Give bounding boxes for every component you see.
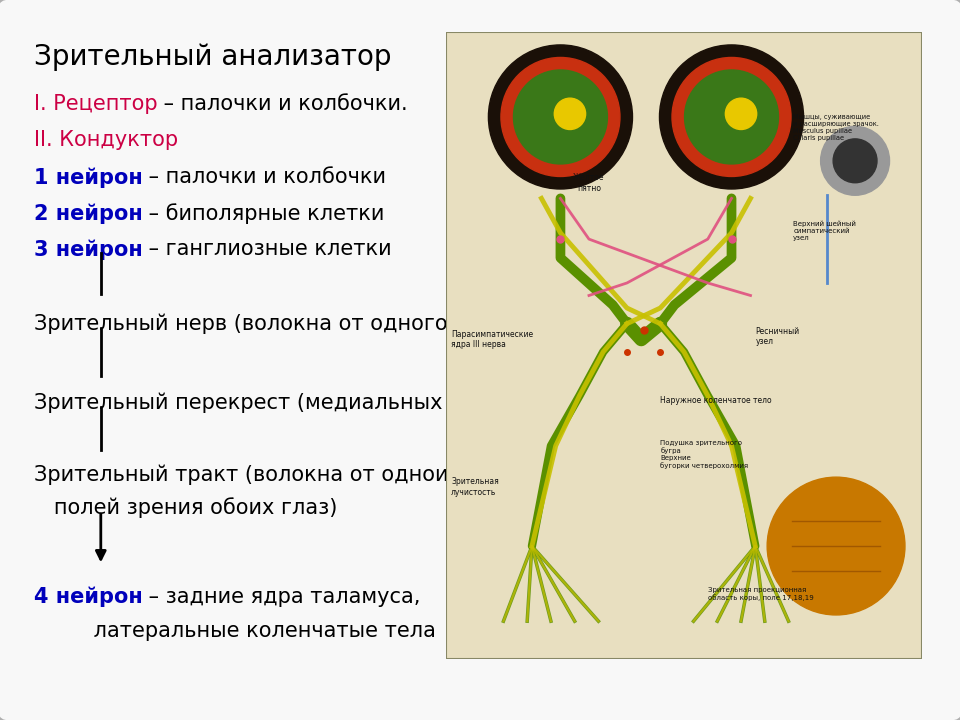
Ellipse shape <box>501 58 620 176</box>
Text: – задние ядра таламуса,: – задние ядра таламуса, <box>142 587 420 607</box>
Ellipse shape <box>726 98 756 130</box>
Text: Зрительная
лучистость: Зрительная лучистость <box>451 477 499 497</box>
Ellipse shape <box>514 70 608 164</box>
Text: 3 нейрон: 3 нейрон <box>34 239 142 259</box>
Text: Зрительный нерв (волокна от одного глаза): Зрительный нерв (волокна от одного глаза… <box>34 313 523 333</box>
Text: Парасимпатические
ядра III нерва: Парасимпатические ядра III нерва <box>451 330 533 349</box>
Ellipse shape <box>821 127 890 195</box>
Text: Наружное коленчатое тело: Наружное коленчатое тело <box>660 396 772 405</box>
Text: латеральные коленчатые тела: латеральные коленчатые тела <box>34 621 436 641</box>
Text: I. Рецептор: I. Рецептор <box>34 94 157 114</box>
Text: – биполярные клетки: – биполярные клетки <box>142 203 385 224</box>
Text: Зрительный тракт (волокна от одноименных половин сетчаток, но от п/п: Зрительный тракт (волокна от одноименных… <box>34 464 850 485</box>
Text: Зрительная проекционная
область коры, поле 17,18,19: Зрительная проекционная область коры, по… <box>708 587 813 600</box>
Text: – палочки и колбочки.: – палочки и колбочки. <box>157 94 408 114</box>
Text: Ресничный
узел: Ресничный узел <box>756 327 800 346</box>
Text: Зрительный перекрест (медиальных волокон): Зрительный перекрест (медиальных волокон… <box>34 392 547 413</box>
Ellipse shape <box>684 70 779 164</box>
Ellipse shape <box>660 45 804 189</box>
Ellipse shape <box>489 45 633 189</box>
Ellipse shape <box>833 139 877 183</box>
Text: Подушка зрительного
бугра
Верхние
бугорки четверохолмия: Подушка зрительного бугра Верхние бугорк… <box>660 439 749 469</box>
Ellipse shape <box>672 58 791 176</box>
Text: Зрительный анализатор: Зрительный анализатор <box>34 43 391 71</box>
Text: полей зрения обоих глаз): полей зрения обоих глаз) <box>34 497 337 518</box>
Ellipse shape <box>767 477 905 615</box>
Text: – ганглиозные клетки: – ганглиозные клетки <box>142 239 392 259</box>
Text: 1 нейрон: 1 нейрон <box>34 167 142 187</box>
Text: Жёлтое
пятно: Жёлтое пятно <box>573 174 605 193</box>
Text: 2 нейрон: 2 нейрон <box>34 203 142 223</box>
Text: – палочки и колбочки: – палочки и колбочки <box>142 167 386 187</box>
Text: II. Кондуктор: II. Кондуктор <box>34 130 178 150</box>
Ellipse shape <box>554 98 586 130</box>
Text: 4 нейрон: 4 нейрон <box>34 587 142 607</box>
Text: Верхний шейный
симпатический
узел: Верхний шейный симпатический узел <box>793 220 856 240</box>
FancyBboxPatch shape <box>446 32 922 659</box>
Text: Мышцы, суживающие
и расширяющие зрачок.
Musculus pupillae
Ciliaris pupillae: Мышцы, суживающие и расширяющие зрачок. … <box>793 114 879 141</box>
